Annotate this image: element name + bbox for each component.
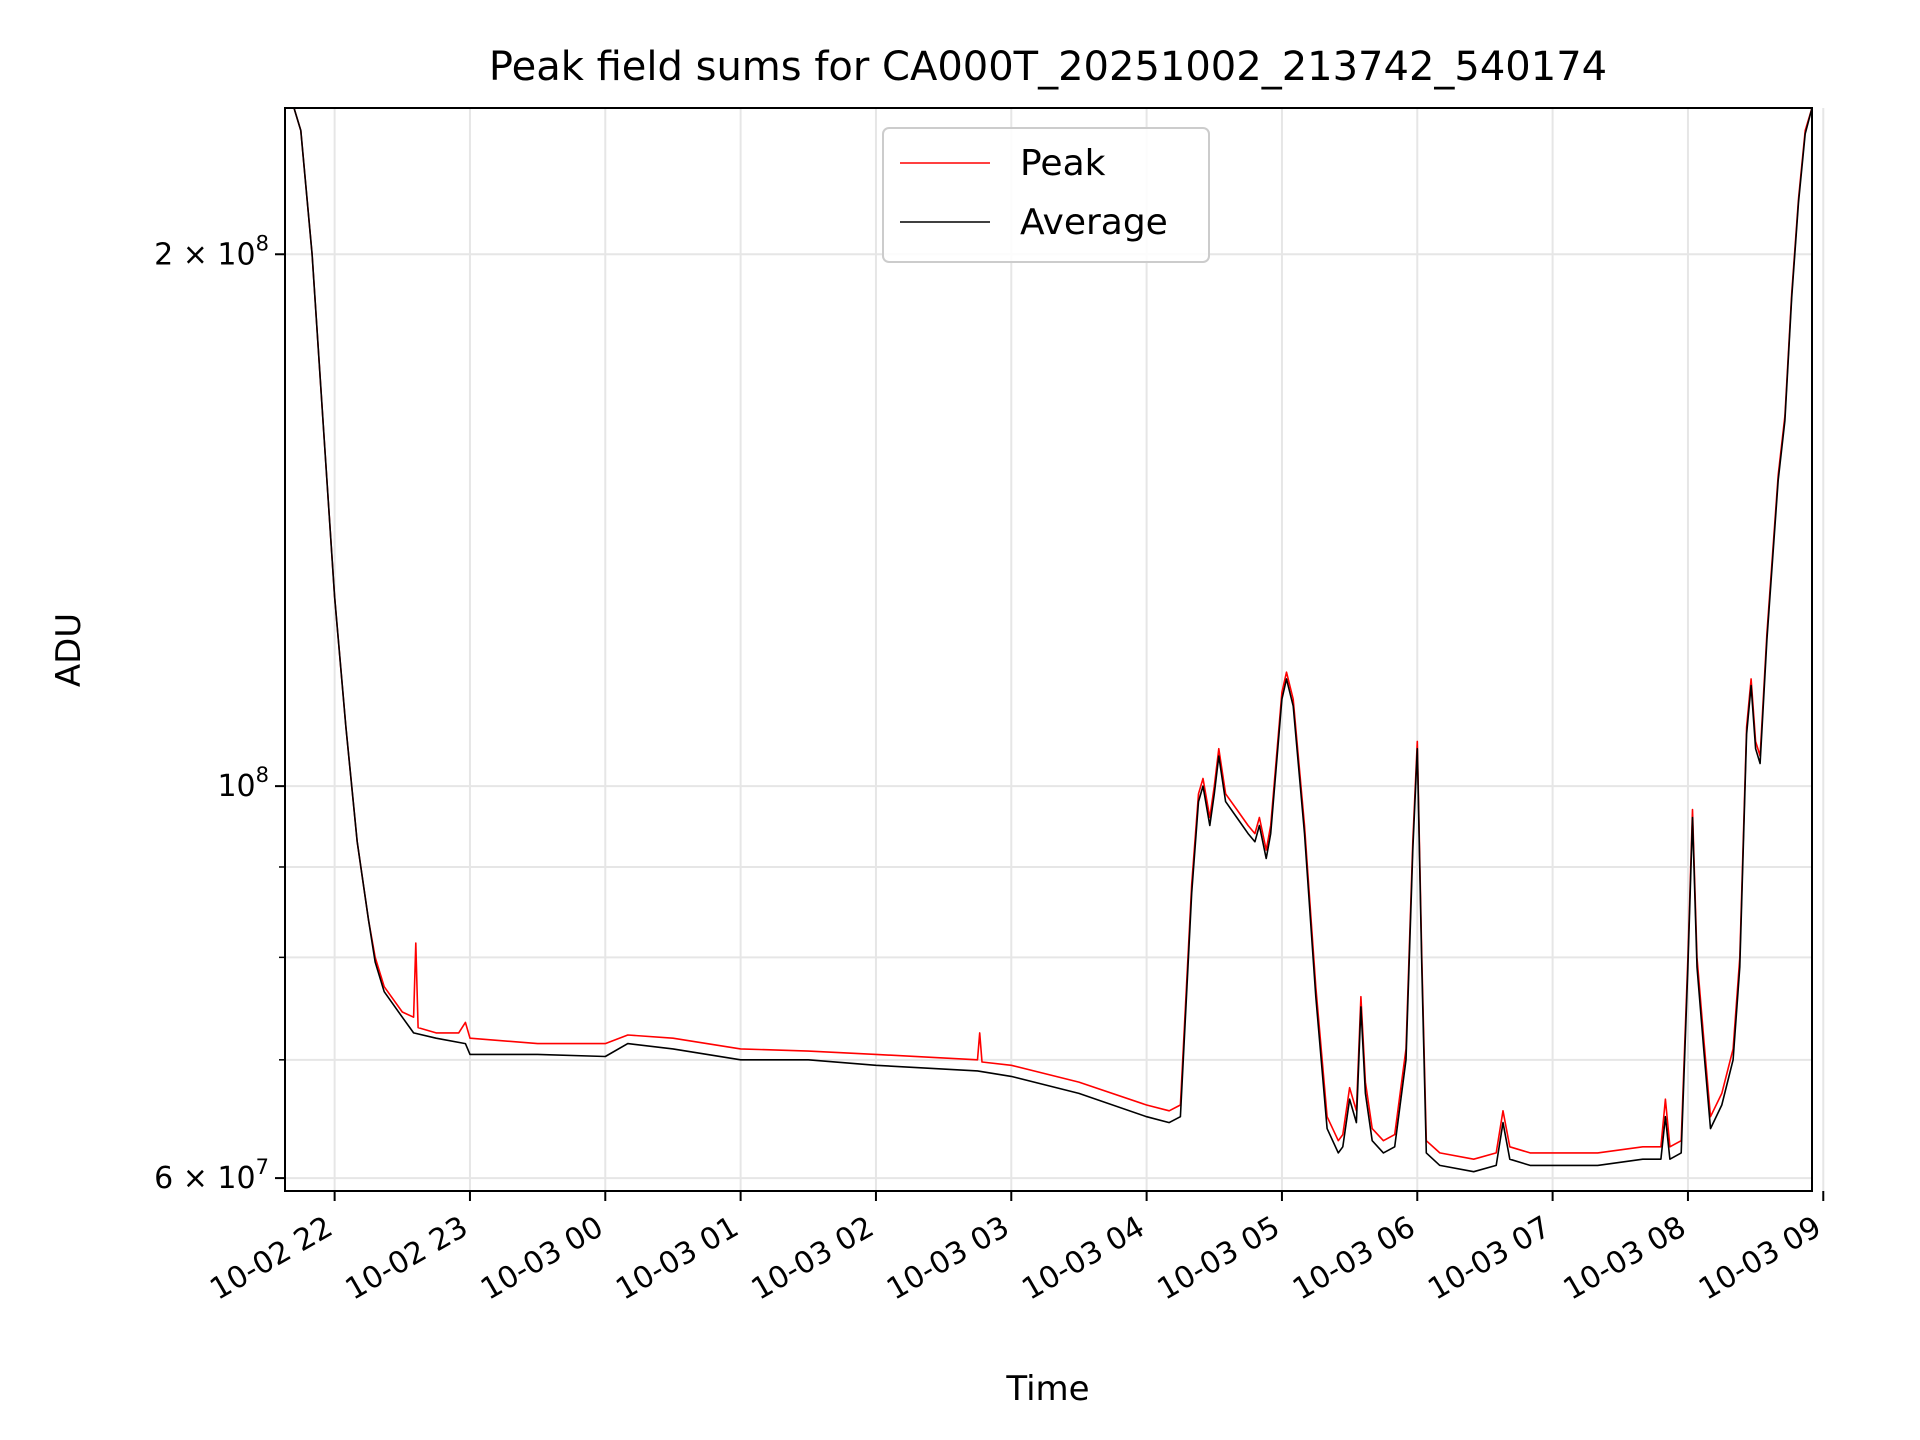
y-axis: 6 × 107 108 2 × 108 xyxy=(154,231,285,1196)
x-axis-label: Time xyxy=(1005,1369,1089,1409)
x-tick-label: 10-03 03 xyxy=(881,1210,1015,1308)
legend-box xyxy=(882,127,1210,263)
x-tick-label: 10-03 07 xyxy=(1422,1210,1556,1308)
y-axis-label: ADU xyxy=(49,613,89,687)
x-tick-label: 10-03 01 xyxy=(610,1210,744,1308)
x-tick-label: 10-02 23 xyxy=(340,1210,474,1308)
y-tick-label: 6 × 107 xyxy=(154,1155,269,1196)
y-tick-label: 108 xyxy=(217,763,269,804)
x-tick-label: 10-03 00 xyxy=(475,1210,609,1308)
x-axis: 10-02 22 10-02 23 10-03 00 10-03 01 10-03 02… xyxy=(204,1191,1827,1307)
series-line-peak xyxy=(285,108,1812,1160)
series-line-average xyxy=(285,108,1812,1173)
x-tick-label: 10-02 22 xyxy=(204,1210,338,1308)
x-tick-label: 10-03 05 xyxy=(1152,1210,1286,1308)
x-tick-label: 10-03 09 xyxy=(1693,1210,1827,1308)
legend-label-peak: Peak xyxy=(1020,143,1106,184)
x-tick-label: 10-03 02 xyxy=(746,1210,880,1308)
y-tick-label: 2 × 108 xyxy=(154,231,269,272)
chart-title: Peak field sums for CA000T_20251002_2137… xyxy=(489,44,1607,90)
x-tick-label: 10-03 08 xyxy=(1558,1210,1692,1308)
x-tick-label: 10-03 06 xyxy=(1287,1210,1421,1308)
legend: Peak Average xyxy=(882,127,1210,263)
x-tick-label: 10-03 04 xyxy=(1016,1210,1150,1308)
grid-lines xyxy=(285,108,1825,1191)
plot-frame xyxy=(284,107,1813,1192)
series-layer xyxy=(285,108,1812,1173)
legend-label-average: Average xyxy=(1020,202,1168,243)
